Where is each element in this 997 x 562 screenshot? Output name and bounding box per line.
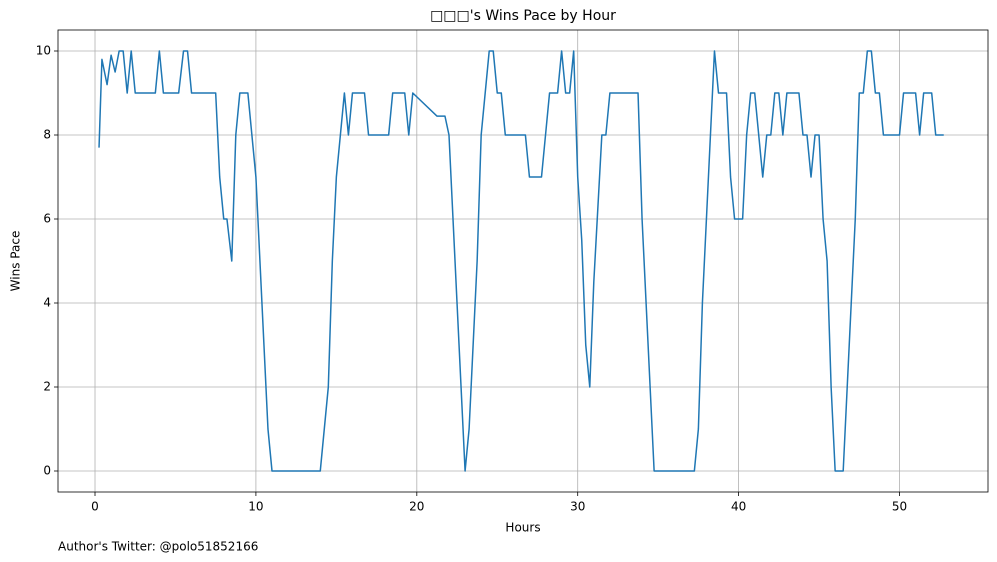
annotation: Author's Twitter: @polo51852166 <box>58 540 258 554</box>
x-tick-label: 20 <box>409 500 424 514</box>
x-tick-label: 30 <box>570 500 585 514</box>
chart-title: □□□'s Wins Pace by Hour <box>430 8 616 24</box>
y-axis-label: Wins Pace <box>9 231 23 292</box>
x-tick-label: 50 <box>892 500 907 514</box>
y-tick-label: 4 <box>43 296 51 310</box>
x-tick-label: 40 <box>731 500 746 514</box>
x-tick-label: 0 <box>91 500 99 514</box>
plot-frame <box>57 29 989 493</box>
y-tick-label: 8 <box>43 128 51 142</box>
data-line <box>98 50 944 472</box>
x-axis-label: Hours <box>505 521 540 535</box>
y-tick-label: 0 <box>43 464 51 478</box>
y-tick-label: 6 <box>43 212 51 226</box>
y-tick-label: 2 <box>43 380 51 394</box>
x-tick-label: 10 <box>248 500 263 514</box>
y-tick-label: 10 <box>36 44 51 58</box>
